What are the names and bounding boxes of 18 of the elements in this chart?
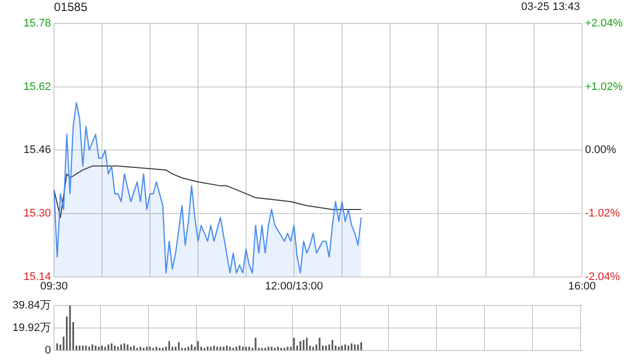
- chart-title: 01585: [54, 0, 88, 14]
- x-tick-label: 16:00: [568, 280, 596, 292]
- y-tick-label: 19.92万: [12, 322, 51, 334]
- x-tick-label: 09:30: [40, 280, 68, 292]
- y2-tick-label: -2.04%: [585, 270, 620, 283]
- text: 03-25 13:43: [521, 1, 580, 13]
- y-tick-label: 15.30: [23, 208, 51, 220]
- y2-tick-label: -1.02%: [585, 208, 620, 220]
- y-tick-label: 0: [44, 344, 51, 356]
- y-tick-label: 15.14: [23, 270, 51, 283]
- y2-tick-label: +2.04%: [585, 18, 623, 30]
- y-tick-label: 15.62: [23, 80, 51, 93]
- x-tick-label: 12:00/13:00: [264, 280, 324, 292]
- y-tick-label: 15.46: [23, 144, 51, 156]
- y-tick-label: 15.78: [23, 18, 51, 30]
- y2-tick-label: +1.02%: [585, 80, 623, 93]
- y2-tick-label: 0.00%: [585, 144, 616, 156]
- y-tick-label: 39.84万: [12, 300, 51, 312]
